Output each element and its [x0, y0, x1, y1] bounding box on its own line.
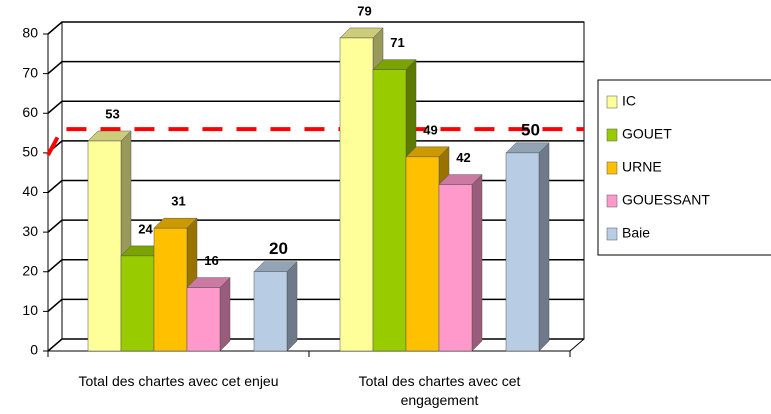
bar-side: [471, 173, 483, 352]
y-tick-label: 70: [22, 64, 38, 80]
data-label: 53: [105, 106, 119, 121]
legend-swatch: [606, 161, 618, 175]
y-tick-label: 40: [22, 183, 38, 199]
legend-label: Baie: [622, 225, 650, 241]
legend-swatch: [606, 128, 618, 142]
data-label: 42: [456, 150, 470, 165]
data-label: 24: [138, 221, 153, 236]
legend-label: GOUET: [622, 126, 672, 142]
y-tick-label: 0: [30, 342, 38, 358]
data-label: 79: [357, 3, 371, 18]
legend-box: [597, 79, 771, 256]
data-label: 20: [269, 239, 288, 258]
bar: [87, 140, 122, 352]
grid-line: [47, 21, 584, 35]
data-label: 50: [521, 120, 540, 139]
bar-side: [538, 142, 550, 352]
y-tick-label: 50: [22, 144, 38, 160]
y-tick-label: 30: [22, 223, 38, 239]
bar: [339, 37, 374, 352]
bar: [120, 255, 155, 352]
legend-label: IC: [622, 93, 636, 109]
x-tick-label: Total des chartes avec cet enjeu: [78, 373, 279, 389]
legend-label: URNE: [622, 159, 662, 175]
bar: [186, 287, 221, 352]
bar: [253, 271, 288, 352]
y-tick-label: 60: [22, 104, 38, 120]
legend-swatch: [606, 194, 618, 208]
data-label: 16: [204, 253, 218, 268]
bar: [372, 69, 407, 352]
bar-side: [219, 276, 231, 352]
bar: [438, 184, 473, 352]
bar: [405, 156, 440, 352]
legend-label: GOUESSANT: [622, 192, 710, 208]
bar: [505, 152, 540, 352]
data-label: 49: [423, 122, 437, 137]
data-label: 31: [171, 194, 185, 209]
bar: [153, 227, 188, 352]
y-tick-label: 80: [22, 25, 38, 41]
x-tick-label: Total des chartes avec cet engagement: [358, 373, 521, 408]
y-tick-label: 20: [22, 262, 38, 278]
legend-swatch: [606, 95, 618, 109]
data-label: 71: [390, 35, 404, 50]
y-tick-label: 10: [22, 302, 38, 318]
legend-swatch: [606, 227, 618, 241]
bar-side: [286, 261, 298, 352]
